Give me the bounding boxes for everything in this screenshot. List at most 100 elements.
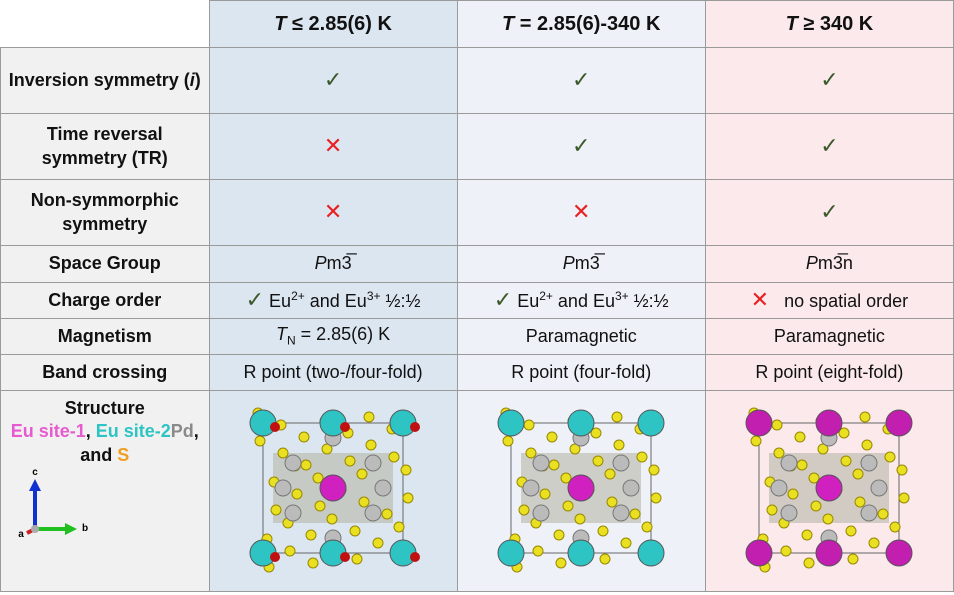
sulfur-atom <box>314 500 326 512</box>
sulfur-atom <box>546 431 558 443</box>
column-header: T ≤ 2.85(6) K <box>208 0 458 48</box>
sulfur-atom <box>400 464 412 476</box>
table-row: Time reversal symmetry (TR) ✕ ✓ ✓ <box>0 113 954 180</box>
sulfur-atom <box>648 464 660 476</box>
cell: ✓ Eu2+ and Eu3+ ½:½ <box>208 282 458 319</box>
sulfur-atom <box>298 431 310 443</box>
sulfur-atom <box>312 472 324 484</box>
sulfur-atom <box>372 537 384 549</box>
cell: ✕ <box>456 179 706 246</box>
pd-atom <box>532 454 550 472</box>
eu-center <box>319 474 347 502</box>
sulfur-atom <box>613 439 625 451</box>
sulfur-atom <box>884 451 896 463</box>
pd-atom <box>622 479 640 497</box>
sulfur-atom <box>388 451 400 463</box>
sulfur-atom <box>562 500 574 512</box>
table-row: Charge order ✓ Eu2+ and Eu3+ ½:½ ✓ Eu2+ an… <box>0 282 954 319</box>
table-row: Space Group Pm3̅ Pm3̅ Pm3̅n <box>0 245 954 283</box>
moment <box>340 551 351 562</box>
cross-mark: ✕ <box>750 287 770 313</box>
italic-text: i <box>189 69 195 90</box>
axis-label: a <box>18 529 24 540</box>
sulfur-atom <box>284 545 296 557</box>
cell: Pm3̅ <box>456 245 706 283</box>
italic-text: T <box>274 13 287 35</box>
eu-atom <box>815 409 843 437</box>
sulfur-atom <box>604 468 616 480</box>
text: Magnetism <box>57 325 152 346</box>
superscript: 3+ <box>366 289 381 304</box>
sulfur-atom <box>363 411 375 423</box>
text: ½:½ <box>380 291 421 312</box>
pd-atom <box>522 479 540 497</box>
sulfur-atom <box>518 504 530 516</box>
pd-atom <box>780 504 798 522</box>
sulfur-atom <box>845 525 857 537</box>
sulfur-atom <box>773 447 785 459</box>
check-mark: ✓ <box>323 67 343 93</box>
text: R point (two-/four-fold) <box>243 361 423 382</box>
sulfur-atom <box>307 557 319 569</box>
sulfur-atom <box>356 468 368 480</box>
eu-atom <box>885 409 913 437</box>
sulfur-atom <box>597 525 609 537</box>
sulfur-atom <box>590 427 602 439</box>
sulfur-atom <box>808 472 820 484</box>
pd-atom <box>860 504 878 522</box>
sulfur-atom <box>291 488 303 500</box>
column-header: T = 2.85(6)-340 K <box>456 0 706 48</box>
eu-atom <box>567 409 595 437</box>
table-row: Band crossing R point (two-/four-fold) R p… <box>0 354 954 391</box>
text: = 2.85(6) K <box>295 324 391 345</box>
sulfur-atom <box>801 529 813 541</box>
moment <box>340 421 351 432</box>
italic-text: P <box>805 253 818 274</box>
pd-atom <box>284 504 302 522</box>
sulfur-atom <box>402 492 414 504</box>
sulfur-atom <box>787 488 799 500</box>
sulfur-atom <box>794 431 806 443</box>
row-label: Non-symmorphic symmetry <box>0 179 210 246</box>
sulfur-atom <box>553 529 565 541</box>
sulfur-atom <box>277 447 289 459</box>
cell: Paramagnetic <box>456 318 706 355</box>
cell: Paramagnetic <box>704 318 954 355</box>
crystal-structure <box>745 407 913 573</box>
sulfur-atom <box>766 504 778 516</box>
legend-text: Eu site-2 <box>95 421 171 442</box>
cell: ✓ <box>704 179 954 246</box>
eu-atom <box>497 409 525 437</box>
text: R point (four-fold) <box>511 361 652 382</box>
italic-text: T <box>502 13 515 35</box>
eu-atom <box>637 539 665 567</box>
cell: R point (two-/four-fold) <box>208 354 458 391</box>
text: , <box>85 421 96 442</box>
eu-center <box>815 474 843 502</box>
sulfur-atom <box>351 553 363 565</box>
text: Eu <box>264 291 292 312</box>
text: and Eu <box>304 291 367 312</box>
b-arrow <box>65 523 77 536</box>
italic-text: P <box>314 253 327 274</box>
text: Non-symmorphic symmetry <box>30 190 184 234</box>
sulfur-atom <box>861 439 873 451</box>
text: = 2.85(6)-340 K <box>514 13 661 35</box>
sulfur-atom <box>868 537 880 549</box>
cell: ✓ <box>456 113 706 180</box>
sulfur-atom <box>847 553 859 565</box>
text: Paramagnetic <box>525 325 637 346</box>
cell: ✓ <box>704 47 954 114</box>
check-mark: ✓ <box>493 287 513 313</box>
cell: R point (eight-fold) <box>704 354 954 391</box>
cell: ✓ <box>704 113 954 180</box>
superscript: 3+ <box>614 289 629 304</box>
structure-cell <box>456 390 706 592</box>
cell: R point (four-fold) <box>456 354 706 391</box>
sulfur-atom <box>393 521 405 533</box>
text: ≤ 2.85(6) K <box>286 13 392 35</box>
sulfur-atom <box>344 455 356 467</box>
sulfur-atom <box>898 492 910 504</box>
